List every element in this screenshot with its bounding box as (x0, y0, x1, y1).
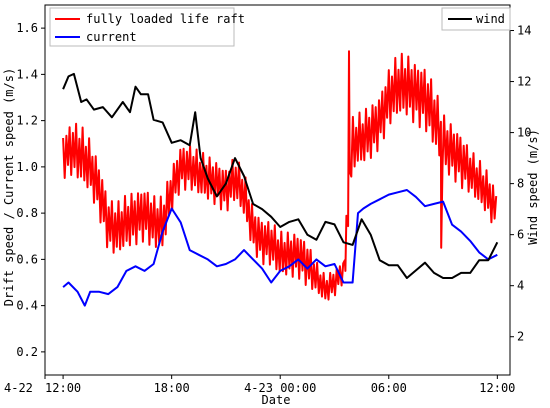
y-axis-right-ticks: 2 4 6 8 10 12 14 (510, 24, 531, 344)
y-axis-right-title: Wind speed (m/s) (526, 129, 540, 245)
legend-right-box (441, 7, 511, 31)
x-tick-label: 12:00 (479, 381, 515, 395)
x-tick-label: 4-22 (4, 381, 33, 395)
y-right-tick-label: 14 (517, 24, 531, 38)
x-tick-label: 12:00 (45, 381, 81, 395)
y-left-tick-label: 0.6 (16, 252, 38, 266)
legend-label-current: current (86, 30, 137, 44)
y-axis-left-ticks: 0.2 0.4 0.6 0.8 1.0 1.2 1.4 1.6 (16, 21, 45, 359)
plot-frame (44, 4, 511, 376)
legend-label-raft: fully loaded life raft (86, 12, 245, 26)
x-tick-label: 4-23 00:00 (244, 381, 316, 395)
x-axis-title: Date (262, 393, 291, 407)
y-left-tick-label: 0.8 (16, 206, 38, 220)
x-tick-label: 06:00 (371, 381, 407, 395)
series-line-fully-loaded-life-raft (62, 50, 498, 301)
y-left-tick-label: 1.4 (16, 67, 38, 81)
y-right-tick-label: 2 (517, 330, 524, 344)
y-right-tick-label: 10 (517, 126, 531, 140)
legend-right: wind (441, 7, 511, 31)
y-axis-left-title: Drift speed / Current speed (m/s) (2, 68, 16, 306)
series-line-wind (62, 72, 499, 279)
y-right-tick-label: 12 (517, 75, 531, 89)
y-left-tick-label: 1.2 (16, 114, 38, 128)
y-left-tick-label: 0.4 (16, 299, 38, 313)
y-right-tick-label: 4 (517, 279, 524, 293)
y-right-tick-label: 8 (517, 177, 524, 191)
y-right-tick-label: 6 (517, 228, 524, 242)
series-line-current (62, 189, 498, 307)
legend-left: fully loaded life raft current (49, 7, 245, 47)
legend-left-box (49, 7, 235, 47)
x-tick-label: 18:00 (154, 381, 190, 395)
series-layer (62, 50, 499, 307)
y-left-tick-label: 0.2 (16, 345, 38, 359)
y-left-tick-label: 1.0 (16, 160, 38, 174)
legend-label-wind: wind (476, 12, 505, 26)
x-axis-ticks: 4-22 12:00 18:00 4-23 00:00 06:00 12:00 (4, 375, 515, 395)
y-left-tick-label: 1.6 (16, 21, 38, 35)
